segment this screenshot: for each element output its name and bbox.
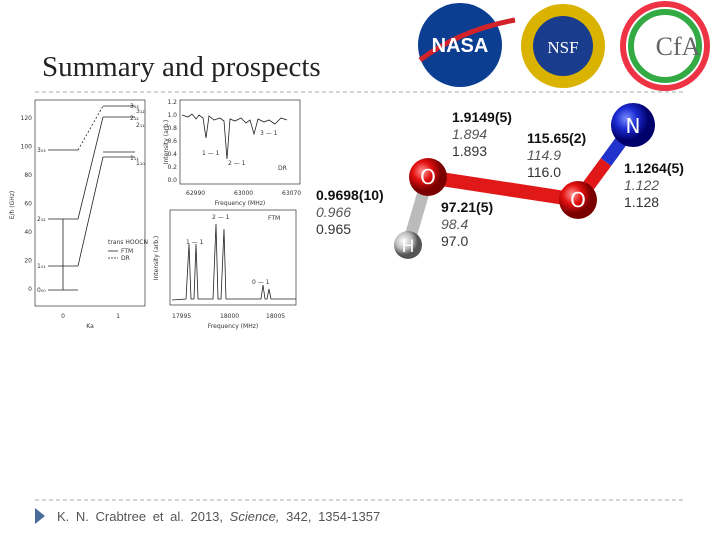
tick-label: 1.0: [167, 112, 177, 119]
tick-label: 0.0: [167, 177, 177, 184]
tick-label: 63000: [234, 190, 253, 197]
level-label: 2₁₁: [136, 122, 145, 129]
ftm-spectrum: Intensity (arb.) Frequency (MHz) 17995 1…: [153, 209, 297, 330]
bond-label: 0.966: [316, 204, 351, 220]
energy-diagram: E/h (GHz) Ka 0 1 0₀₀ 1₀₁ 2₀₂ 3₀₃ 1₁₁ 2₁₂ 3₁₃ 1₁…: [9, 99, 148, 330]
legend-entry: DR: [121, 255, 130, 262]
tick-label: 62990: [186, 190, 205, 197]
bond-label: 0.9698(10): [316, 187, 384, 203]
dr-spectrum: 1.2 1.0 0.8 0.6 0.4 0.2 0.0 Intensity (arb.) F…: [163, 99, 301, 207]
tick-label: 40: [24, 229, 32, 236]
citation-authors: K. N. Crabtree et al. 2013,: [57, 509, 223, 524]
tick-label: 18000: [220, 313, 239, 320]
tick-label: 0: [28, 286, 32, 293]
axis-label: E/h (GHz): [9, 191, 16, 220]
level-label: 2₀₂: [37, 216, 46, 223]
bullet: [35, 508, 45, 524]
level-label: 1₁₁: [130, 155, 139, 162]
logo-text: CfA: [656, 32, 701, 61]
axis-label: Frequency (MHz): [208, 323, 258, 330]
tick-label: 18005: [266, 313, 285, 320]
peak-label: 2 — 1: [212, 214, 230, 221]
nasa-logo: NASA: [418, 3, 516, 87]
peak-label: 1 — 1: [202, 150, 220, 157]
atom-label: O: [420, 165, 436, 189]
level-label: 1₁₀: [136, 160, 145, 167]
tick-label: 0: [61, 313, 65, 320]
tick-label: 120: [21, 115, 33, 122]
atom-label: H: [402, 237, 415, 257]
tick-label: 0.4: [167, 151, 177, 158]
bond-label: 114.9: [527, 147, 561, 163]
tick-label: 100: [21, 144, 33, 151]
tick-label: 0.6: [167, 138, 177, 145]
citation-journal: Science,: [230, 509, 280, 524]
bond-label: 1.1264(5): [624, 160, 684, 176]
tick-label: 17995: [172, 313, 191, 320]
bond-label: 1.9149(5): [452, 109, 512, 125]
bond-label: 115.65(2): [527, 130, 586, 146]
citation: K. N. Crabtree et al. 2013, Science, 342…: [57, 509, 380, 524]
bond-label: 116.0: [527, 164, 561, 180]
bond-label: 1.122: [624, 177, 659, 193]
tick-label: 1: [116, 313, 120, 320]
tick-label: 20: [24, 258, 32, 265]
bond-label: 1.128: [624, 194, 659, 210]
level-label: 1₀₁: [37, 263, 46, 270]
peak-label: 1 — 1: [186, 239, 204, 246]
atom-label: N: [626, 114, 641, 138]
bond-label: 98.4: [441, 216, 468, 232]
nsf-logo: NSF: [521, 4, 605, 88]
level-label: 3₁₂: [136, 108, 145, 115]
legend-entry: FTM: [268, 215, 280, 222]
legend-title: trans HOOCN: [108, 239, 148, 246]
peak-label: 3 — 1: [260, 130, 278, 137]
bond-label: 1.893: [452, 143, 487, 159]
legend-entry: FTM: [121, 248, 133, 255]
bond-label: 1.894: [452, 126, 487, 142]
peak-label: 0 — 1: [252, 279, 270, 286]
tick-label: 1.2: [167, 99, 177, 106]
tick-label: 63070: [282, 190, 301, 197]
tick-label: 0.8: [167, 125, 177, 132]
level-label: 3₀₃: [37, 147, 46, 154]
tick-label: 0.2: [167, 164, 177, 171]
logo-text: NSF: [547, 38, 578, 57]
title: Summary and prospects: [42, 51, 321, 83]
bond-label: 0.965: [316, 221, 351, 237]
axis-label: Intensity (arb.): [163, 120, 170, 165]
tick-label: 60: [24, 201, 32, 208]
bond-label: 97.21(5): [441, 199, 493, 215]
level-label: 2₁₂: [130, 115, 139, 122]
peak-label: 2 — 1: [228, 160, 246, 167]
legend-entry: DR: [278, 165, 287, 172]
cfa-logo: CfA: [620, 1, 710, 91]
atom-label: O: [570, 188, 586, 212]
tick-label: 80: [24, 172, 32, 179]
level-label: 0₀₀: [37, 287, 46, 294]
axis-label: Intensity (arb.): [153, 236, 160, 281]
citation-details: 342, 1354-1357: [286, 509, 380, 524]
axis-label: Ka: [86, 323, 94, 330]
level-label: 3₁₃: [130, 103, 139, 110]
logo-text: NASA: [432, 35, 489, 57]
axis-label: Frequency (MHz): [215, 200, 265, 207]
bond-label: 97.0: [441, 233, 468, 249]
